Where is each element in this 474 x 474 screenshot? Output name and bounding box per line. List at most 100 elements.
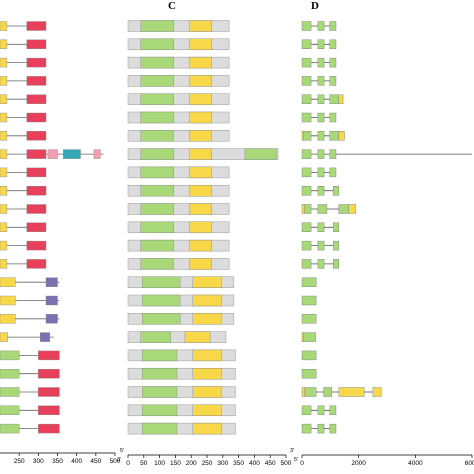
motif-box xyxy=(63,149,81,159)
protein-bar xyxy=(127,386,236,398)
exon-box xyxy=(301,295,317,306)
motif-box xyxy=(0,167,8,178)
exon-box xyxy=(329,405,337,415)
axis-d-tick-label: 6000 xyxy=(465,460,474,467)
protein-domain xyxy=(140,331,171,343)
protein-domain xyxy=(142,294,181,307)
axis-d-start-label: 5' xyxy=(294,457,298,463)
exon-box xyxy=(301,39,312,49)
motif-box xyxy=(0,112,8,123)
exon-box xyxy=(301,21,312,31)
protein-domain xyxy=(140,148,175,160)
exon-box xyxy=(329,423,337,434)
motif-box xyxy=(26,259,47,269)
exon-box xyxy=(301,332,304,342)
exon-box xyxy=(317,259,325,269)
exon-box xyxy=(301,94,312,104)
motif-box xyxy=(0,185,8,196)
exon-box xyxy=(301,350,317,361)
protein-domain xyxy=(184,331,211,343)
protein-bar xyxy=(127,20,230,32)
exon-box xyxy=(332,185,340,196)
axis-d-tick-label: 4000 xyxy=(408,460,423,467)
axis-b-tick-label: 250 xyxy=(14,458,25,465)
exon-box xyxy=(332,240,340,251)
motif-box xyxy=(0,350,20,361)
motif-box xyxy=(40,332,51,342)
exon-box xyxy=(317,204,328,214)
motif-box xyxy=(0,222,8,233)
exon-box xyxy=(323,387,332,397)
exon-box xyxy=(332,222,340,233)
motif-box xyxy=(0,277,16,287)
motif-box xyxy=(26,222,47,233)
exon-box xyxy=(317,149,325,159)
protein-domain xyxy=(192,276,222,288)
protein-domain xyxy=(142,313,181,325)
exon-box xyxy=(317,222,325,233)
protein-domain xyxy=(142,422,178,435)
protein-bar xyxy=(127,221,230,234)
exon-box xyxy=(301,277,317,287)
protein-bar xyxy=(127,258,230,270)
motif-box xyxy=(26,204,47,214)
motif-box xyxy=(26,112,47,123)
exon-box xyxy=(372,387,382,397)
axis-b-tick-label: 400 xyxy=(71,458,82,465)
protein-bar xyxy=(127,184,230,197)
axis-b-tick-label: 350 xyxy=(52,458,63,465)
protein-domain xyxy=(140,203,175,215)
motif-box xyxy=(0,131,8,141)
protein-domain xyxy=(140,75,175,87)
motif-box xyxy=(26,76,47,86)
exon-box xyxy=(301,131,304,141)
exon-box xyxy=(301,149,312,159)
exon-box xyxy=(301,387,306,397)
motif-box xyxy=(0,405,20,415)
axis-b-end-label: 3' xyxy=(117,457,121,463)
protein-domain xyxy=(192,368,222,380)
panel-label-c: C xyxy=(168,0,176,12)
protein-bar xyxy=(127,367,236,380)
protein-domain xyxy=(189,166,212,179)
exon-box xyxy=(301,222,312,233)
protein-domain xyxy=(140,56,175,69)
protein-bar xyxy=(127,166,230,179)
panel-d-gene-structure: 0 2000 4000 6000 xyxy=(300,21,474,467)
exon-box xyxy=(317,240,325,251)
exon-box xyxy=(329,21,337,31)
exon-box xyxy=(301,369,317,379)
motif-box xyxy=(0,21,8,31)
protein-domain xyxy=(140,111,175,124)
exon-box xyxy=(301,259,312,269)
exon-box xyxy=(317,131,325,141)
protein-domain xyxy=(189,258,212,270)
motif-box xyxy=(0,76,8,86)
motif-box xyxy=(26,149,47,159)
exon-box xyxy=(329,39,337,49)
exon-box xyxy=(317,167,325,178)
protein-domain xyxy=(142,404,178,416)
protein-bar xyxy=(127,93,230,105)
exon-box xyxy=(338,131,345,141)
protein-domain xyxy=(140,130,175,142)
motif-box xyxy=(38,405,60,415)
motif-box xyxy=(26,57,47,68)
exon-box xyxy=(329,112,337,123)
exon-box xyxy=(329,167,337,178)
motif-box xyxy=(26,167,47,178)
axis-b-tick-label: 300 xyxy=(33,458,44,465)
protein-domain xyxy=(142,349,178,362)
protein-domain xyxy=(140,239,175,252)
exon-box xyxy=(317,112,325,123)
protein-domain xyxy=(189,184,212,197)
axis-c-tick-label: 400 xyxy=(249,460,260,467)
exon-box xyxy=(317,423,325,434)
protein-domain xyxy=(140,93,175,105)
exon-box xyxy=(338,204,349,214)
axis-d-tick-label: 0 xyxy=(300,460,304,467)
protein-bar xyxy=(127,276,235,288)
motif-box xyxy=(38,387,60,397)
protein-domain xyxy=(189,56,212,69)
